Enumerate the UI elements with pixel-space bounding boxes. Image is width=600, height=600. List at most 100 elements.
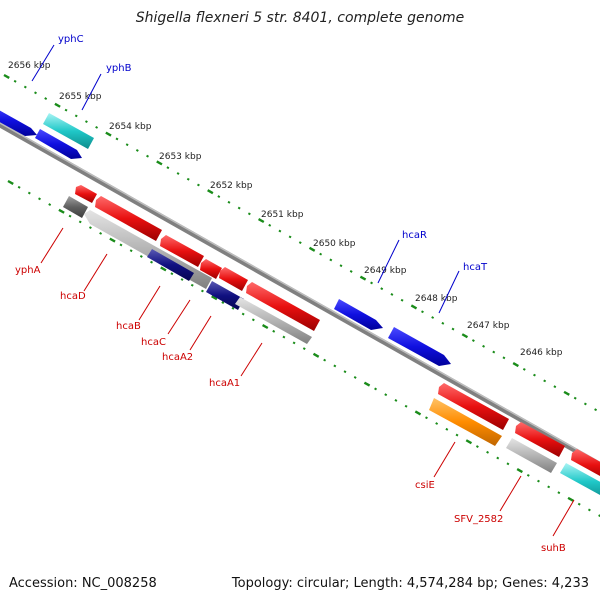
ruler-major-tick <box>54 102 61 108</box>
gene-arrow-hcaT[interactable] <box>388 327 451 366</box>
gene-arrow-suhB[interactable] <box>560 463 600 500</box>
ruler-minor-tick <box>84 120 88 124</box>
gene-arrow-hcaA2-lower[interactable] <box>206 281 244 310</box>
ruler-minor-tick <box>115 137 119 141</box>
gene-label-suhB[interactable]: suhB <box>541 543 566 554</box>
gene-label-hcaR[interactable]: hcaR <box>402 230 427 241</box>
ruler-minor-tick <box>129 249 133 253</box>
gene-arrow-hcaD[interactable] <box>84 210 212 289</box>
gene-arrow-hcaA1-lower[interactable] <box>235 297 312 344</box>
ruler-minor-tick <box>370 281 374 285</box>
ruler-major-tick <box>516 468 523 474</box>
ruler-minor-tick <box>268 223 272 227</box>
gene-label-hcaA2[interactable]: hcaA2 <box>162 352 193 363</box>
gene-label-hcaA1[interactable]: hcaA1 <box>209 378 240 389</box>
ruler-minor-tick <box>380 287 384 291</box>
ruler-major-tick <box>3 73 10 79</box>
gene-arrow-suhB-upper[interactable] <box>571 449 600 481</box>
ruler-minor-tick <box>200 289 204 293</box>
ruler-minor-tick <box>425 416 428 420</box>
ruler-label: 2655 kbp <box>59 92 102 102</box>
gene-arrow-hcaR[interactable] <box>334 299 383 330</box>
gene-arrow-unlabeled[interactable] <box>0 105 37 136</box>
gene-arrow-csiE[interactable] <box>429 398 502 446</box>
ruler-minor-tick <box>251 318 255 322</box>
ruler-minor-tick <box>502 356 506 360</box>
ruler-minor-tick <box>237 206 241 210</box>
gene-arrow-hcaA2[interactable] <box>200 259 222 279</box>
ruler-minor-tick <box>475 445 479 448</box>
ruler-minor-tick <box>302 347 306 351</box>
gene-label-yphA[interactable]: yphA <box>15 265 41 276</box>
forward-strand-genes <box>0 105 451 366</box>
gene-label-hcaB[interactable]: hcaB <box>116 321 141 332</box>
ruler-minor-tick <box>526 473 530 477</box>
ruler-minor-tick <box>34 91 37 95</box>
ruler-minor-tick <box>451 327 455 331</box>
ruler-major-tick <box>567 496 574 502</box>
ruler-major-tick <box>359 275 367 281</box>
ruler-ticks-inner <box>7 179 600 518</box>
forward-gene-labels: yphC yphB hcaR hcaT <box>31 34 488 314</box>
gene-arrow-hcaA1[interactable] <box>246 282 320 331</box>
ruler-minor-tick <box>573 396 577 400</box>
map-title: Shigella flexneri 5 str. 8401, complete … <box>136 10 465 26</box>
ruler-minor-tick <box>482 344 486 348</box>
ruler-minor-tick <box>390 293 394 296</box>
ruler-minor-tick <box>349 270 353 273</box>
gene-label-hcaC[interactable]: hcaC <box>141 337 166 348</box>
gene-label-csiE[interactable]: csiE <box>415 480 435 491</box>
ruler-minor-tick <box>435 422 439 425</box>
ruler-major-tick <box>312 352 320 358</box>
topology-text: Topology: circular; Length: 4,574,284 bp… <box>231 576 589 591</box>
gene-arrow-csiE-upper[interactable] <box>438 383 509 430</box>
ruler-minor-tick <box>455 433 459 437</box>
ruler-label: 2649 kbp <box>364 266 407 276</box>
gene-arrow-hcaA1-upper[interactable] <box>219 267 248 291</box>
gene-arrow-hcaB-lower[interactable] <box>147 249 194 281</box>
ruler-minor-tick <box>166 166 170 170</box>
ruler-major-tick <box>156 160 163 166</box>
gene-arrow-yphC[interactable] <box>35 129 82 159</box>
gene-label-hcaD[interactable]: hcaD <box>60 291 86 302</box>
gene-arrow-yphB[interactable] <box>43 113 94 149</box>
ruler-minor-tick <box>190 283 194 287</box>
gene-arrow-SFV_2582-upper[interactable] <box>515 422 565 457</box>
gene-label-yphB[interactable]: yphB <box>106 63 132 74</box>
gene-arrow-hcaC[interactable] <box>160 235 204 267</box>
ruler-minor-tick <box>88 226 92 230</box>
ruler-major-tick <box>7 179 14 185</box>
gene-arrow-yphA[interactable] <box>63 196 88 218</box>
ruler-major-tick <box>465 439 473 445</box>
ruler-minor-tick <box>343 370 347 374</box>
ruler-major-tick <box>160 266 167 272</box>
ruler-minor-tick <box>241 312 245 316</box>
gene-arrow-SFV_2582[interactable] <box>506 438 557 473</box>
ruler-minor-tick <box>217 195 221 198</box>
ruler-minor-tick <box>186 177 190 181</box>
ruler-minor-tick <box>547 485 551 489</box>
gene-label-SFV_2582[interactable]: SFV_2582 <box>454 514 503 525</box>
ruler-minor-tick <box>44 97 48 100</box>
ruler-minor-tick <box>282 335 286 339</box>
ruler-major-tick <box>109 237 116 243</box>
ruler-minor-tick <box>135 149 139 152</box>
gene-label-hcaT[interactable]: hcaT <box>463 262 488 273</box>
ruler-minor-tick <box>23 85 27 89</box>
ruler-minor-tick <box>298 241 302 245</box>
ruler-minor-tick <box>17 185 21 189</box>
ruler-minor-tick <box>587 508 591 512</box>
ruler-minor-tick <box>583 402 587 406</box>
gene-label-yphC[interactable]: yphC <box>58 34 84 45</box>
ruler-minor-tick <box>196 183 200 187</box>
ruler-minor-tick <box>48 203 52 206</box>
ruler-major-tick <box>512 362 519 368</box>
reverse-strand-genes <box>63 185 600 500</box>
ruler-minor-tick <box>180 278 184 281</box>
genome-backbone <box>0 103 600 502</box>
gene-arrow-hcaB[interactable] <box>95 196 162 241</box>
ruler-minor-tick <box>522 367 526 371</box>
ruler-label: 2654 kbp <box>109 122 152 132</box>
gene-arrow-hcaD-upper[interactable] <box>75 185 97 203</box>
